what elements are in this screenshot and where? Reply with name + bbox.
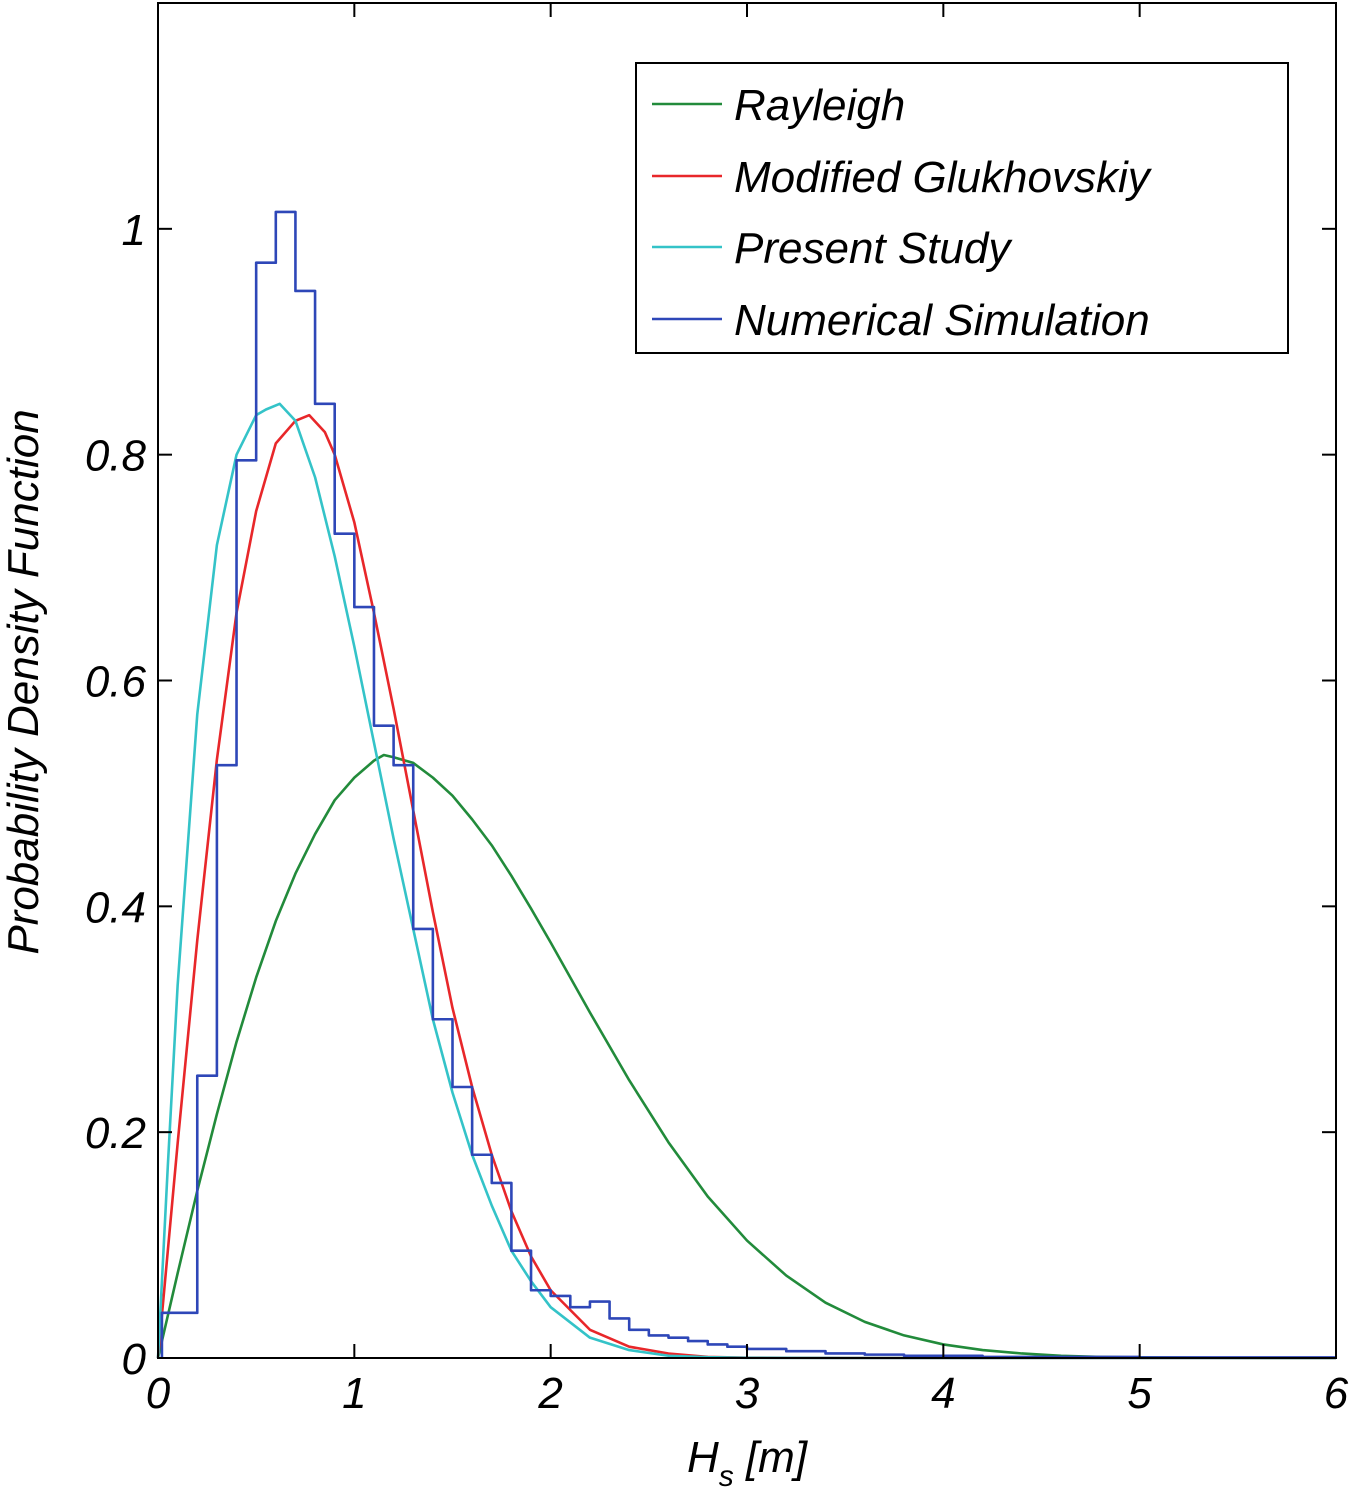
x-tick-label: 2 [537,1369,562,1418]
legend-label-present-study: Present Study [734,224,1013,273]
x-tick-label: 4 [931,1369,955,1418]
x-tick-label: 3 [735,1369,760,1418]
y-tick-label: 1 [122,206,146,255]
x-axis-title-unit: [m] [734,1433,809,1482]
y-tick-label: 0.6 [85,658,147,707]
x-axis-title: Hs [m] [687,1433,809,1493]
legend: Rayleigh Modified Glukhovskiy Present Stud… [635,62,1289,354]
y-tick-label: 0.8 [85,432,147,481]
x-tick-label: 5 [1127,1369,1152,1418]
series-line-numerical-simulation [160,210,1336,1359]
x-axis-title-sub: s [719,1460,734,1493]
ticks: 0 1 2 3 4 5 6 0 0.2 0.4 0.6 0.8 1 [85,3,1349,1418]
y-tick-label: 0.2 [85,1109,146,1158]
series-line-present-study [156,402,1336,1360]
legend-box [635,62,1289,354]
x-tick-label: 0 [146,1369,171,1418]
x-tick-label: 6 [1324,1369,1349,1418]
y-axis-title: Probability Density Function [0,409,48,954]
plot-lines [156,210,1337,1360]
legend-label-numerical-simulation: Numerical Simulation [734,296,1150,345]
series-line-rayleigh [156,753,1337,1360]
y-tick-label: 0 [122,1335,147,1384]
legend-label-modified-glukhovskiy: Modified Glukhovskiy [734,153,1153,202]
x-tick-label: 1 [342,1369,366,1418]
legend-label-rayleigh: Rayleigh [734,81,905,130]
y-tick-label: 0.4 [85,883,146,932]
x-axis-title-main: H [687,1433,719,1482]
